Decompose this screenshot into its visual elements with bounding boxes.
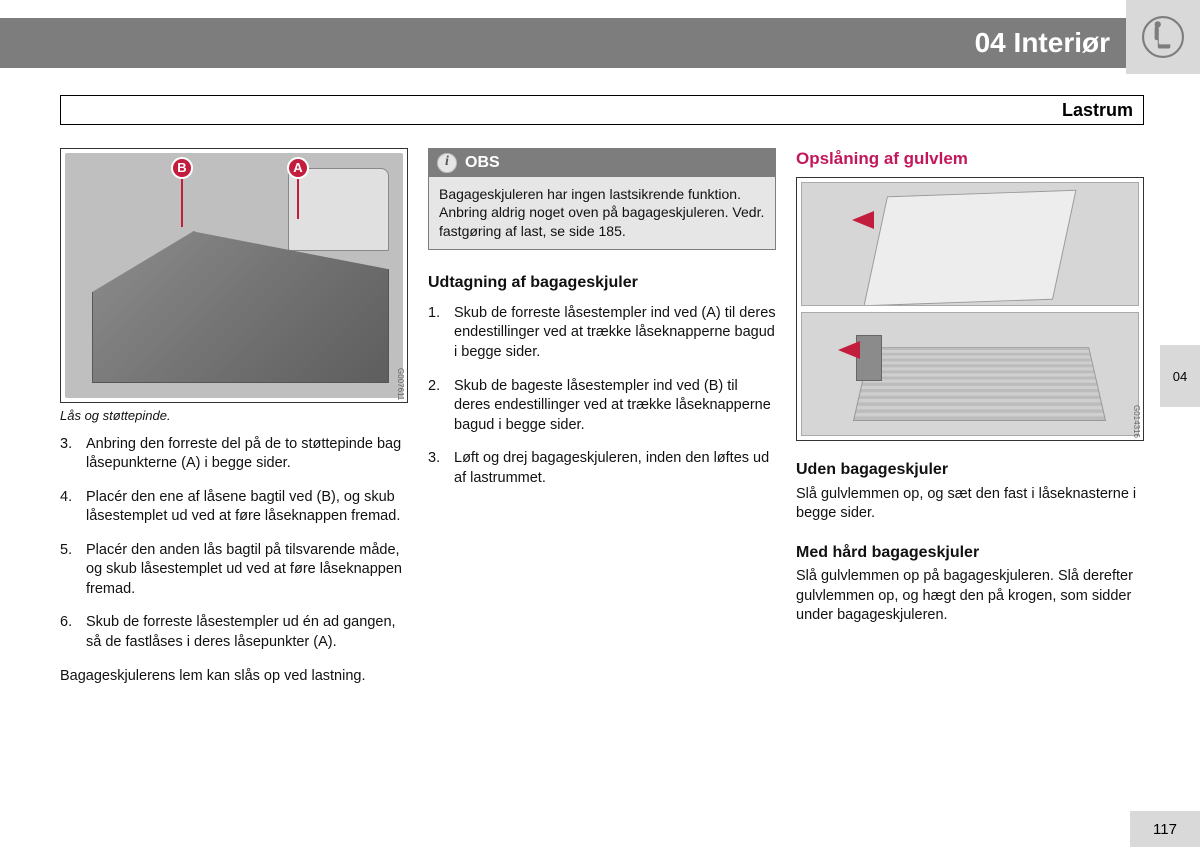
tail-paragraph: Bagageskjulerens lem kan slås op ved las… xyxy=(60,667,408,687)
obs-heading: i OBS xyxy=(429,149,775,177)
header-bar: 04 Interiør xyxy=(0,18,1200,68)
list-item: 5.Placér den anden lås bagtil på tilsvar… xyxy=(60,541,408,600)
arrow-icon xyxy=(852,211,874,229)
figure-label-a: A xyxy=(287,157,309,179)
column-3: Opslåning af gulvlem G014316 Uden bagage… xyxy=(796,148,1144,797)
subheading-without-cover: Uden bagageskjuler xyxy=(796,459,1144,481)
page-number-box: 117 xyxy=(1130,811,1200,847)
obs-label: OBS xyxy=(465,152,500,174)
list-item: 3.Løft og drej bagageskjuleren, inden de… xyxy=(428,449,776,488)
subheading-remove: Udtagning af bagageskjuler xyxy=(428,272,776,294)
section-title: Lastrum xyxy=(1062,100,1133,121)
subheading-with-cover: Med hård bagageskjuler xyxy=(796,542,1144,564)
figure-code: G007611 xyxy=(394,368,405,400)
figure-lock-pins: B A G007611 xyxy=(60,148,408,403)
paragraph: Slå gulvlemmen op på bagageskjuleren. Sl… xyxy=(796,567,1144,626)
side-tab: 04 xyxy=(1160,345,1200,407)
paragraph: Slå gulvlemmen op, og sæt den fast i lås… xyxy=(796,485,1144,524)
seat-icon xyxy=(1142,16,1184,58)
seat-icon-box xyxy=(1126,0,1200,74)
figure-code: G014316 xyxy=(1130,405,1141,438)
figure-label-b: B xyxy=(171,157,193,179)
list-item: 1.Skub de forreste låsestempler ind ved … xyxy=(428,304,776,363)
page-number: 117 xyxy=(1153,821,1177,838)
chapter-title: 04 Interiør xyxy=(975,27,1110,59)
column-1: B A G007611 Lås og støttepinde. 3.Anbrin… xyxy=(60,148,408,797)
figure-caption: Lås og støttepinde. xyxy=(60,407,408,425)
remove-steps: 1.Skub de forreste låsestempler ind ved … xyxy=(428,304,776,489)
list-item: 2.Skub de bageste låsestempler ind ved (… xyxy=(428,377,776,436)
heading-floor-hatch: Opslåning af gulvlem xyxy=(796,148,1144,171)
figure-floor-hatch: G014316 xyxy=(796,177,1144,441)
side-tab-label: 04 xyxy=(1173,369,1187,384)
column-2: i OBS Bagageskjuleren har ingen lastsikr… xyxy=(428,148,776,797)
arrow-icon xyxy=(838,341,860,359)
info-icon: i xyxy=(437,153,457,173)
list-item: 6.Skub de forreste låsestempler ud én ad… xyxy=(60,613,408,652)
list-item: 3.Anbring den forreste del på de to støt… xyxy=(60,435,408,474)
obs-body: Bagageskjuleren har ingen lastsikrende f… xyxy=(429,177,775,250)
install-steps: 3.Anbring den forreste del på de to støt… xyxy=(60,435,408,653)
section-title-box: Lastrum xyxy=(60,95,1144,125)
content-columns: B A G007611 Lås og støttepinde. 3.Anbrin… xyxy=(60,148,1144,797)
list-item: 4.Placér den ene af låsene bagtil ved (B… xyxy=(60,488,408,527)
obs-note: i OBS Bagageskjuleren har ingen lastsikr… xyxy=(428,148,776,250)
